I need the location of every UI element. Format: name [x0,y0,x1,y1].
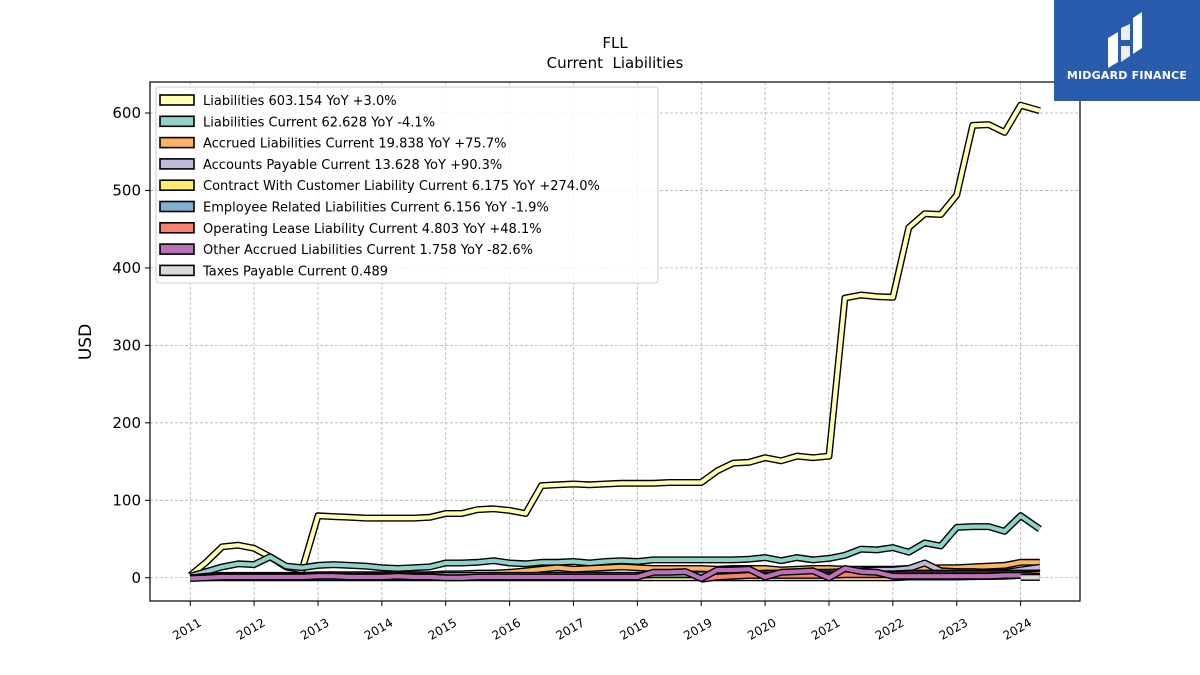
y-tick-label: 0 [131,569,141,587]
legend-swatch [159,136,195,149]
legend-swatch [159,158,195,170]
x-tick-label: 2012 [234,615,267,642]
series-line [189,513,1041,579]
legend-swatch [159,179,195,191]
y-axis-label: USD [76,324,96,360]
legend-swatch [159,222,195,234]
legend-swatch [159,94,195,106]
brand-logo: MIDGARD FINANCE [1054,0,1200,101]
series-lines [187,101,1042,583]
x-tick-label: 2011 [170,615,203,642]
y-tick-label: 300 [112,336,141,354]
y-tick-label: 400 [112,259,141,277]
legend-swatch [159,264,195,277]
legend-label: Operating Lease Liability Current 4.803 … [203,222,542,237]
legend-label: Accounts Payable Current 13.628 YoY +90.… [203,158,502,173]
legend: Liabilities 603.154 YoY +3.0% Liabilities… [155,86,659,284]
chart-subtitle: Current Liabilities [547,54,684,72]
x-tick-label: 2018 [617,615,650,642]
legend-label: Other Accrued Liabilities Current 1.758 … [203,243,533,258]
x-tick-label: 2017 [554,615,587,642]
legend-swatch [159,115,195,128]
x-tick-label: 2015 [426,615,459,642]
y-tick-label: 500 [112,181,141,199]
y-tick-label: 100 [112,491,141,509]
x-tick-label: 2014 [362,615,395,642]
x-tick-label: 2023 [937,615,970,642]
x-tick-label: 2022 [873,615,906,642]
plot-frame [149,81,1081,602]
legend-label: Taxes Payable Current 0.489 [202,264,388,279]
legend-label: Accrued Liabilities Current 19.838 YoY +… [203,137,506,152]
x-tick-label: 2021 [809,615,842,642]
x-tick-label: 2019 [681,615,714,642]
legend-label: Liabilities Current 62.628 YoY -4.1% [203,115,435,130]
midgard-logo-icon [1108,12,1142,68]
y-tick-label: 600 [112,104,141,122]
legend-box [155,86,659,284]
chart-title: FLL [602,34,628,52]
legend-swatch [159,200,195,213]
y-tick-label: 200 [112,414,141,432]
x-tick-label: 2024 [1001,615,1034,642]
series-line [188,103,1041,578]
series-line [190,566,1040,581]
legend-label: Employee Related Liabilities Current 6.1… [203,201,549,216]
legend-label: Liabilities 603.154 YoY +3.0% [203,94,397,109]
logo-text: MIDGARD FINANCE [1066,69,1188,82]
legend-label: Contract With Customer Liability Current… [203,179,600,194]
x-tick-label: 2013 [298,615,331,642]
x-tick-label: 2016 [490,615,523,642]
legend-swatch [159,243,195,255]
x-tick-label: 2020 [745,615,778,642]
